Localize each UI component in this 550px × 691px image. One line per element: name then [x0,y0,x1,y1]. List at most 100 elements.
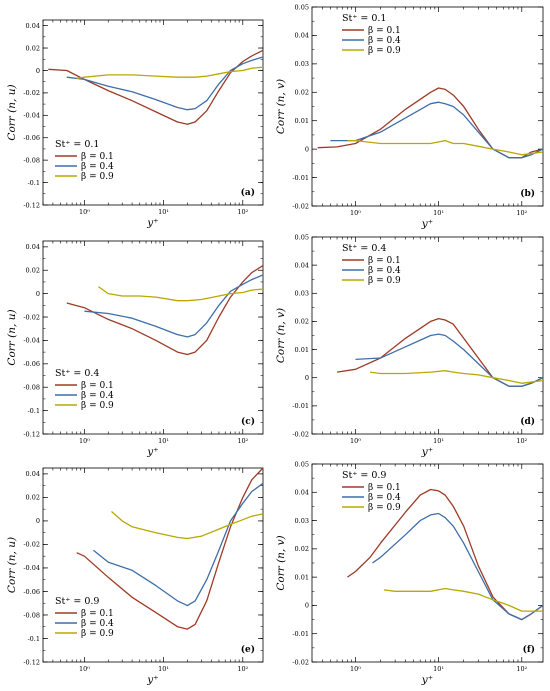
x-tick-label: 10¹ [433,665,444,673]
y-tick-label: -0.02 [292,202,309,210]
y-tick-label: 0.03 [295,290,309,298]
y-axis-label: Corr (n, v) [275,535,287,590]
y-tick-label: -0.12 [23,658,40,666]
y-tick-label: 0.01 [295,346,309,354]
y-tick-label: -0.02 [23,313,40,321]
y-tick-label: 0 [36,290,40,298]
y-tick-label: 0.05 [295,233,309,241]
legend-entry: β = 0.9 [368,276,401,286]
x-tick-label: 10⁰ [79,437,90,445]
legend-entry: β = 0.4 [368,493,401,503]
y-axis-label: Corr (n, u) [6,537,18,593]
y-tick-label: -0.02 [23,541,40,549]
chart-panel-c: 10⁰ 10¹ 10² 0.04 0.02 0 -0.02 -0.04 -0.06 -0.08 -0… [6,240,264,458]
x-tick-label: 10² [237,208,248,216]
legend-entry: β = 0.9 [81,172,114,182]
series-line [355,333,544,387]
plot-frame [42,467,264,663]
y-tick-label: 0.04 [26,22,40,30]
legend-entry: β = 0.4 [368,36,401,46]
series-line [347,139,544,156]
x-tick-label: 10¹ [433,437,444,445]
y-tick-label: 0.04 [295,261,309,269]
y-tick-label: -0.1 [27,635,40,643]
x-tick-label: 10¹ [158,665,169,673]
x-tick-label: 10¹ [158,208,169,216]
x-axis-label: y⁺ [146,217,158,229]
legend-title: St⁺ = 0.4 [55,368,99,379]
x-tick-label: 10⁰ [79,208,90,216]
y-tick-label: -0.08 [23,156,40,164]
x-axis-label: y⁺ [146,674,158,686]
y-tick-label: 0.01 [295,573,309,581]
y-tick-label: 0.04 [295,32,309,40]
series-line [92,482,264,607]
y-tick-label: 0.02 [295,318,309,326]
y-tick-label: -0.1 [27,407,40,415]
y-tick-label: -0.04 [23,337,40,345]
y-tick-label: -0.01 [292,402,309,410]
y-axis-label: Corr (n, v) [275,79,287,134]
y-tick-label: 0.02 [295,89,309,97]
panel-label: (c) [241,416,255,427]
y-tick-label: 0.02 [26,494,40,502]
legend-entry: β = 0.4 [81,619,114,629]
y-tick-label: -0.04 [23,112,40,120]
series-line [76,66,264,79]
x-tick-label: 10² [516,437,527,445]
plot-frame [311,236,544,435]
plot-frame [42,19,264,206]
y-tick-label: -0.01 [292,630,309,638]
chart-panel-b: 10⁰ 10¹ 10² 0.05 0.04 0.03 0.02 0.01 0 -0.01 -0.02… [275,3,544,230]
y-tick-label: 0.04 [26,243,40,251]
legend-entry: β = 0.4 [368,266,401,276]
y-tick-label: 0.04 [26,470,40,478]
y-axis-label: Corr (n, u) [6,84,18,140]
y-tick-label: -0.02 [23,89,40,97]
y-tick-label: 0.02 [26,44,40,52]
y-tick-label: -0.08 [23,611,40,619]
series-line [66,56,264,111]
legend-entry: β = 0.4 [81,391,114,401]
chart-panel-a: 10⁰ 10¹ 10² 0.04 0.02 0 -0.02 -0.04 -0.06 -0.08 -0… [6,19,264,229]
legend-entry: β = 0.1 [368,26,401,36]
legend-entry: β = 0.1 [81,152,114,162]
y-tick-label: 0.02 [295,545,309,553]
series-line [383,587,543,612]
legend-title: St⁺ = 0.1 [342,13,386,24]
x-tick-label: 10⁰ [350,665,361,673]
y-tick-label: 0 [305,374,309,382]
legend-entry: β = 0.9 [81,401,114,411]
panel-label: (e) [241,644,255,655]
y-tick-label: -0.06 [23,588,40,596]
y-tick-label: -0.12 [23,430,40,438]
x-tick-label: 10² [516,209,527,217]
plot-frame [311,6,544,207]
x-axis-label: y⁺ [421,218,433,230]
legend-entry: β = 0.9 [368,503,401,513]
x-tick-label: 10¹ [433,209,444,217]
x-tick-label: 10⁰ [350,209,361,217]
series-line [370,370,544,384]
x-tick-label: 10² [516,665,527,673]
x-axis-label: y⁺ [146,446,158,458]
y-tick-label: -0.02 [292,658,309,666]
x-axis-label: y⁺ [421,674,433,686]
x-tick-label: 10² [237,665,248,673]
y-tick-label: -0.08 [23,384,40,392]
series-line [76,467,264,630]
y-tick-label: 0 [305,145,309,153]
plot-frame [42,240,264,435]
y-tick-label: 0.04 [295,489,309,497]
legend-title: St⁺ = 0.9 [342,470,386,481]
panel-label: (a) [241,187,255,198]
plot-frame [311,463,544,663]
x-tick-label: 10² [237,437,248,445]
y-tick-label: 0.05 [295,3,309,11]
x-tick-label: 10⁰ [350,437,361,445]
series-line [98,286,264,302]
x-axis-label: y⁺ [421,446,433,458]
legend-entry: β = 0.1 [368,256,401,266]
series-line [66,265,264,356]
